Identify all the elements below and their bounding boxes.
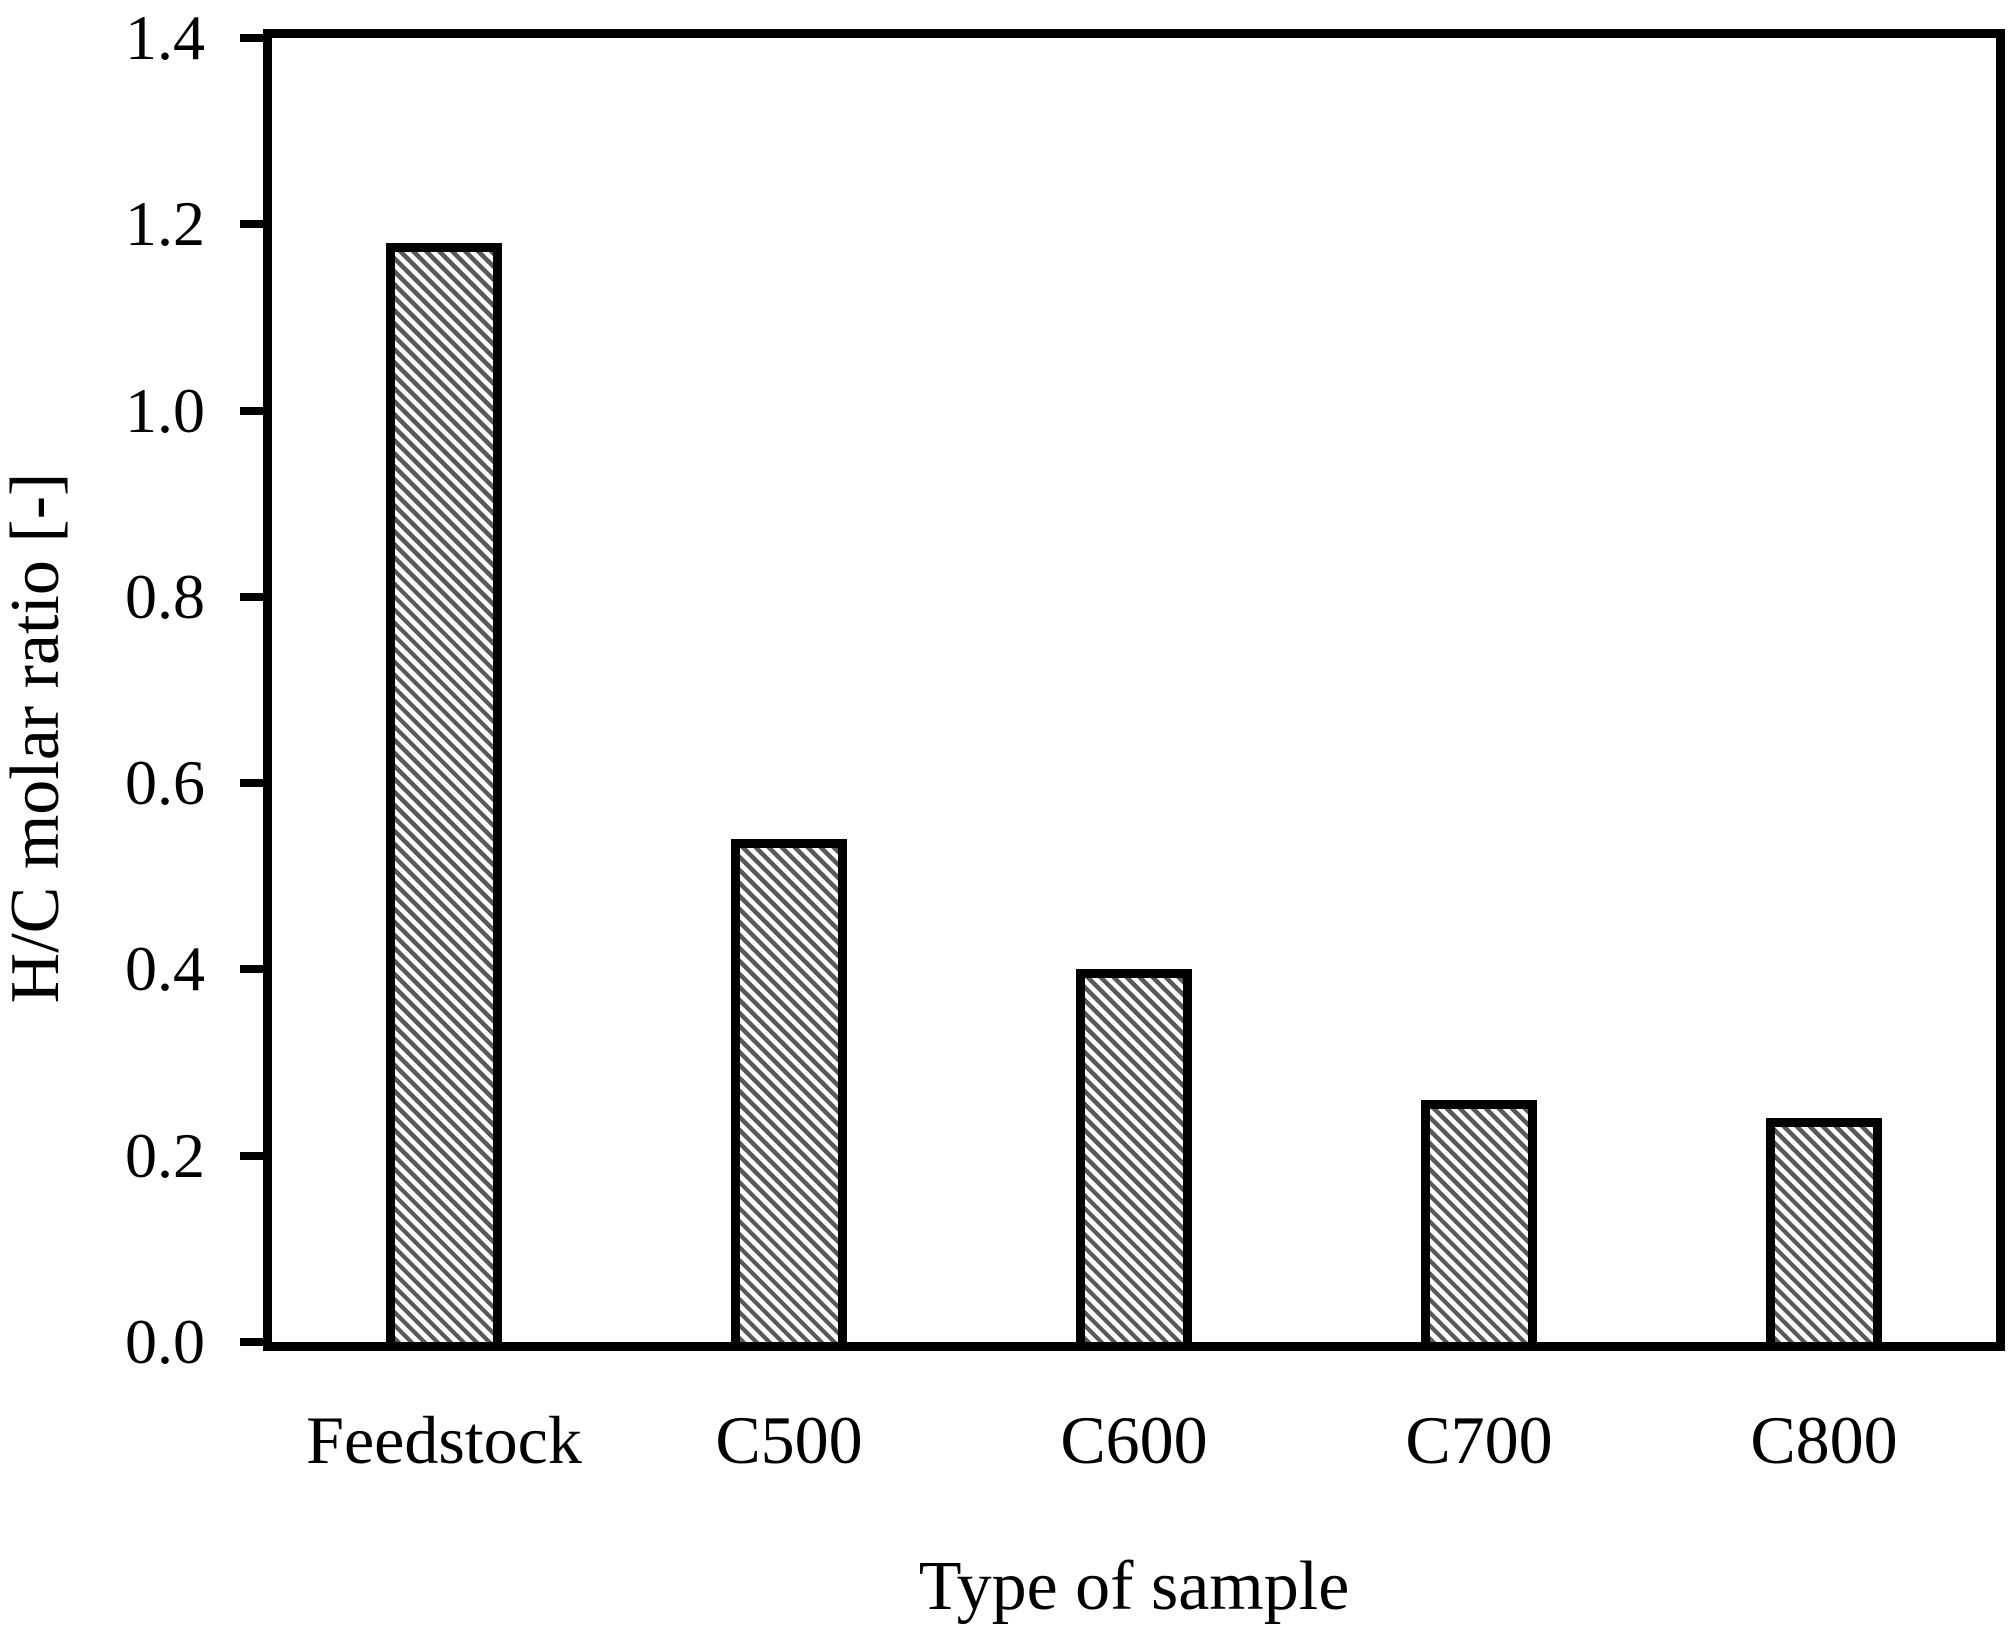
bar-c800 — [1766, 1118, 1882, 1342]
y-axis-title: H/C molar ratio [-] — [0, 472, 74, 1004]
y-tick-label-1.4: 1.4 — [125, 2, 205, 73]
x-tick-label-c600: C600 — [1060, 1402, 1208, 1478]
y-tick-mark-1.2 — [240, 220, 263, 228]
y-tick-label-1.2: 1.2 — [125, 188, 205, 259]
y-tick-mark-1.0 — [240, 407, 263, 415]
bar-c600 — [1076, 969, 1192, 1342]
y-tick-mark-0.8 — [240, 593, 263, 601]
y-tick-label-0.4: 0.4 — [125, 933, 205, 1004]
y-tick-label-0.2: 0.2 — [125, 1120, 205, 1191]
plot-area — [263, 29, 2005, 1351]
y-tick-label-0.8: 0.8 — [125, 561, 205, 632]
x-tick-label-c800: C800 — [1750, 1402, 1898, 1478]
x-tick-label-c700: C700 — [1405, 1402, 1553, 1478]
y-tick-label-0.6: 0.6 — [125, 747, 205, 818]
x-axis-title: Type of sample — [918, 1548, 1350, 1625]
y-tick-mark-1.4 — [240, 34, 263, 42]
y-tick-label-1.0: 1.0 — [125, 375, 205, 446]
y-tick-mark-0.0 — [240, 1338, 263, 1346]
y-tick-mark-0.4 — [240, 965, 263, 973]
x-tick-label-feedstock: Feedstock — [306, 1402, 582, 1478]
bar-c500 — [731, 839, 847, 1342]
y-tick-mark-0.2 — [240, 1152, 263, 1160]
x-tick-label-c500: C500 — [715, 1402, 863, 1478]
bar-c700 — [1421, 1100, 1537, 1342]
bar-feedstock — [386, 243, 502, 1342]
y-tick-mark-0.6 — [240, 779, 263, 787]
y-tick-label-0.0: 0.0 — [125, 1306, 205, 1377]
